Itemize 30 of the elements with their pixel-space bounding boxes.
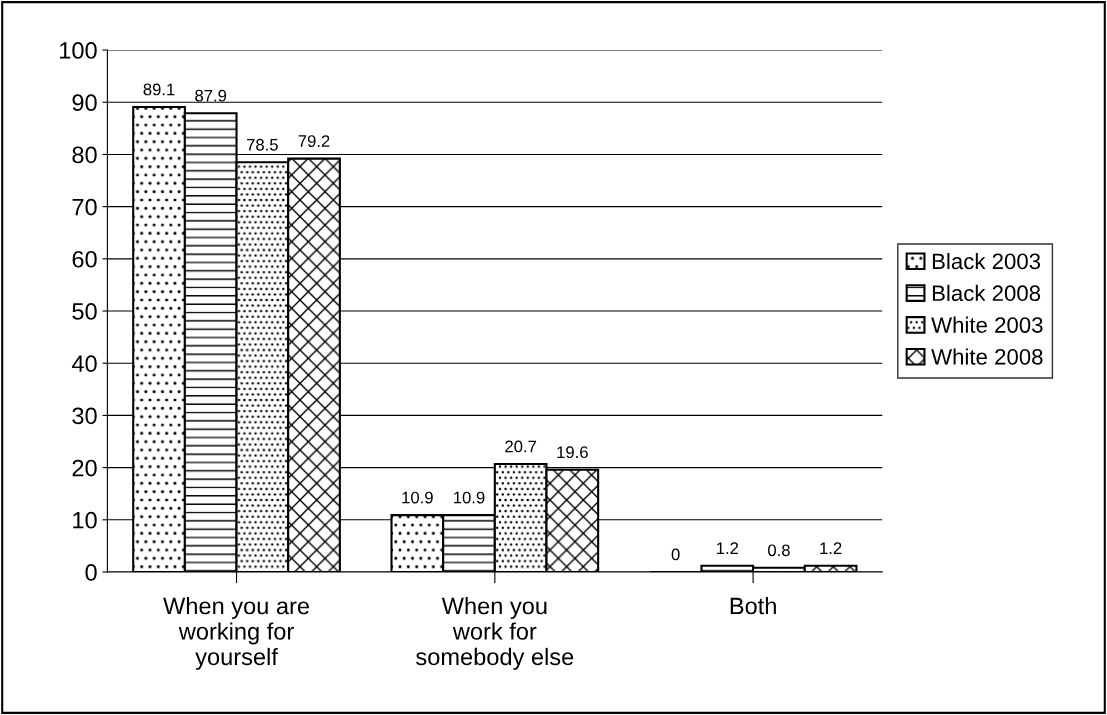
data-label: 19.6 — [557, 446, 588, 459]
data-label: 78.5 — [247, 138, 278, 151]
data-label: 10.9 — [454, 491, 485, 504]
x-tick-label: When you work for somebody else — [416, 597, 574, 670]
x-tick-label: When you are working for yourself — [163, 597, 309, 670]
y-tick-label: 30 — [72, 407, 97, 425]
data-label: 89.1 — [143, 83, 175, 96]
data-label: 1.2 — [820, 542, 842, 554]
data-label: 1.2 — [716, 542, 739, 554]
data-label: 10.9 — [402, 491, 433, 504]
y-tick-label: 20 — [72, 459, 97, 477]
data-label: 87.9 — [195, 89, 227, 102]
y-tick-label: 0 — [85, 564, 97, 581]
legend-label: Black 2003 — [932, 252, 1041, 270]
legend-label: White 2008 — [931, 348, 1043, 365]
data-label: 79.2 — [298, 135, 330, 147]
data-label: 0.8 — [768, 544, 790, 557]
y-tick-label: 10 — [73, 511, 97, 529]
x-tick-label: Both — [730, 597, 776, 615]
y-tick-label: 90 — [72, 94, 97, 112]
y-tick-label: 40 — [71, 355, 97, 373]
legend-label: White 2003 — [931, 316, 1043, 333]
data-label: 0 — [671, 548, 680, 561]
y-tick-label: 100 — [60, 42, 97, 59]
y-tick-label: 60 — [72, 250, 97, 268]
y-tick-label: 70 — [72, 198, 97, 216]
y-tick-label: 80 — [72, 146, 97, 164]
y-tick-label: 50 — [72, 303, 97, 320]
data-label: 20.7 — [505, 440, 537, 453]
legend-label: Black 2008 — [932, 284, 1041, 302]
